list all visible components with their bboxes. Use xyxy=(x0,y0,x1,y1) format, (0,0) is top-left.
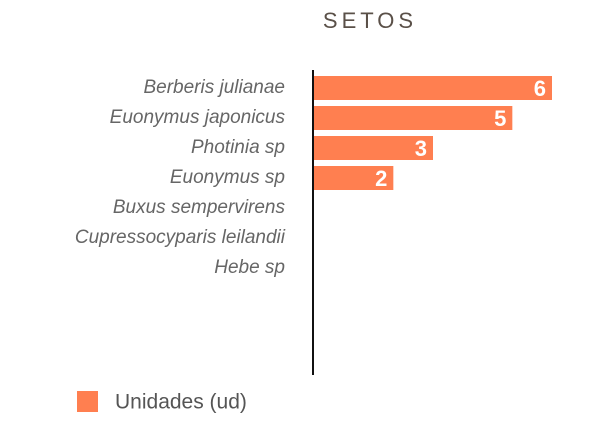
category-label: Berberis julianae xyxy=(143,77,285,98)
value-label: 2 xyxy=(375,166,387,191)
bar xyxy=(314,106,513,130)
category-label: Hebe sp xyxy=(214,257,285,278)
legend-label: Unidades (ud) xyxy=(115,391,247,414)
category-label: Euonymus japonicus xyxy=(110,107,286,128)
category-label: Buxus sempervirens xyxy=(113,197,286,218)
category-label: Photinia sp xyxy=(191,137,285,158)
bar xyxy=(314,136,433,160)
legend-swatch xyxy=(77,391,98,412)
value-label: 5 xyxy=(494,106,506,131)
bar xyxy=(314,76,552,100)
category-label: Euonymus sp xyxy=(170,167,285,188)
bar xyxy=(314,166,394,190)
category-label: Cupressocyparis leilandii xyxy=(75,227,286,248)
value-label: 3 xyxy=(415,136,427,161)
value-label: 6 xyxy=(534,76,546,101)
chart-title: SETOS xyxy=(323,8,417,33)
